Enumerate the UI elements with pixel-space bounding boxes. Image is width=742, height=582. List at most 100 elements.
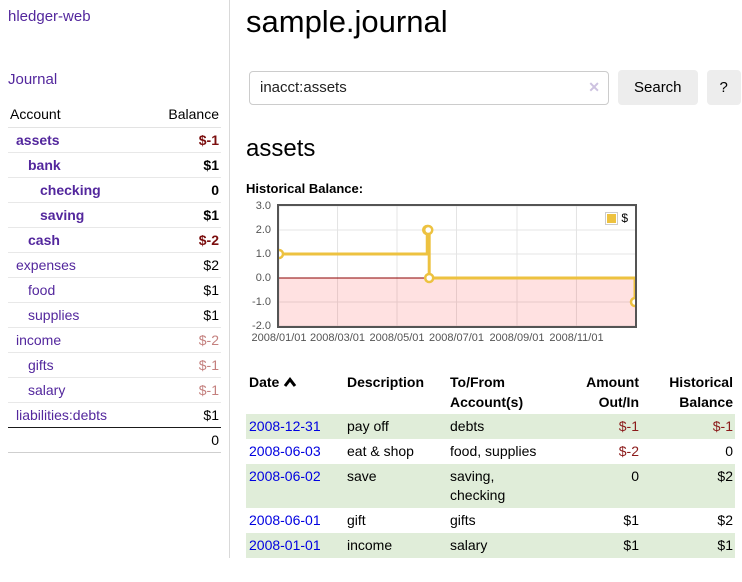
transaction-amount: $-1 bbox=[618, 418, 639, 434]
clear-search-icon[interactable]: ✕ bbox=[588, 78, 600, 95]
transaction-accounts: gifts bbox=[450, 512, 476, 528]
transaction-balance: $2 bbox=[717, 468, 733, 484]
account-balance: $-1 bbox=[146, 352, 221, 378]
transaction-date-link[interactable]: 2008-06-01 bbox=[249, 512, 321, 528]
legend-swatch bbox=[605, 211, 619, 225]
sidebar-item-journal[interactable]: Journal bbox=[8, 71, 58, 88]
account-link-checking[interactable]: checking bbox=[40, 182, 101, 198]
register-header-description: Description bbox=[347, 374, 425, 390]
account-link-food[interactable]: food bbox=[28, 282, 56, 298]
account-row: supplies $1 bbox=[8, 302, 221, 328]
x-axis-tick-label: 2008/05/01 bbox=[369, 332, 425, 344]
transaction-accounts: debts bbox=[450, 418, 485, 434]
account-link-saving[interactable]: saving bbox=[40, 207, 85, 223]
x-axis-tick-label: 2008/11/01 bbox=[549, 332, 604, 344]
x-axis-tick-label: 2008/09/01 bbox=[489, 332, 545, 344]
transaction-amount: $1 bbox=[623, 537, 639, 553]
y-axis-tick-label: -2.0 bbox=[252, 320, 271, 332]
account-balance: $-2 bbox=[146, 227, 221, 253]
register-row: 2008-06-01 gift gifts $1 $2 bbox=[246, 508, 735, 533]
account-balance: $1 bbox=[146, 277, 221, 303]
accounts-header-account: Account bbox=[8, 102, 147, 128]
account-row: salary $-1 bbox=[8, 377, 221, 403]
transaction-balance: $1 bbox=[717, 537, 733, 553]
account-row: checking 0 bbox=[8, 177, 221, 203]
account-balance: $-1 bbox=[198, 132, 219, 148]
search-button[interactable]: Search bbox=[618, 70, 698, 105]
account-balance: $1 bbox=[146, 202, 221, 228]
account-balance: 0 bbox=[146, 177, 221, 203]
transaction-description: income bbox=[347, 537, 393, 553]
account-balance: $1 bbox=[146, 152, 221, 178]
x-axis-tick-label: 2008/07/01 bbox=[428, 332, 485, 344]
register-row: 2008-01-01 income salary $1 $1 bbox=[246, 533, 735, 558]
y-axis-tick-label: 1.0 bbox=[255, 248, 271, 260]
x-axis-tick-label: 2008/03/01 bbox=[309, 332, 366, 344]
transaction-date-link[interactable]: 2008-06-02 bbox=[249, 468, 321, 484]
account-link-supplies[interactable]: supplies bbox=[28, 307, 80, 323]
account-link-gifts[interactable]: gifts bbox=[28, 357, 54, 373]
help-button[interactable]: ? bbox=[706, 70, 741, 105]
legend-label: $ bbox=[621, 211, 628, 225]
sort-asc-icon bbox=[283, 373, 297, 393]
transaction-date-link[interactable]: 2008-01-01 bbox=[249, 537, 321, 553]
register-header-amount: Amount Out/In bbox=[586, 374, 639, 410]
app-layout: hledger-web Journal Account Balance asse… bbox=[0, 0, 742, 558]
register-row: 2008-12-31 pay off debts $-1 $-1 bbox=[246, 414, 735, 439]
register-row: 2008-06-03 eat & shop food, supplies $-2… bbox=[246, 439, 735, 464]
register-header-date[interactable]: Date bbox=[246, 370, 344, 414]
transaction-accounts: saving, checking bbox=[450, 468, 506, 503]
transaction-description: eat & shop bbox=[347, 443, 414, 459]
account-link-expenses[interactable]: expenses bbox=[16, 257, 76, 273]
account-link-cash[interactable]: cash bbox=[28, 232, 60, 248]
register-table: Date Description To/From Account(s) Amou… bbox=[246, 370, 735, 558]
chart-plot-area: $ bbox=[277, 204, 637, 328]
account-balance: $-1 bbox=[146, 377, 221, 403]
register-header-accounts: To/From Account(s) bbox=[450, 374, 524, 410]
transaction-description: pay off bbox=[347, 418, 389, 434]
account-row: gifts $-1 bbox=[8, 352, 221, 378]
transaction-description: gift bbox=[347, 512, 366, 528]
chart-canvas bbox=[279, 206, 635, 326]
chart-title: Historical Balance: bbox=[246, 181, 364, 196]
account-row: bank $1 bbox=[8, 152, 221, 178]
account-row: income $-2 bbox=[8, 327, 221, 353]
search-form: ✕ Search ? bbox=[249, 70, 741, 105]
transaction-accounts: salary bbox=[450, 537, 488, 553]
sidebar: hledger-web Journal Account Balance asse… bbox=[0, 0, 230, 558]
y-axis-tick-label: 0.0 bbox=[255, 272, 271, 284]
transaction-amount: $-2 bbox=[618, 443, 639, 459]
balance-chart: 3.0 2.0 1.0 0.0 -1.0 -2.0 $ 2008/01/01 2008/03… bbox=[246, 200, 741, 350]
accounts-header-balance: Balance bbox=[146, 102, 221, 128]
account-row: cash $-2 bbox=[8, 227, 221, 253]
main-content: sample.journal ✕ Search ? assets Histori… bbox=[230, 0, 742, 558]
accounts-total-row: 0 bbox=[8, 427, 221, 453]
accounts-table: Account Balance assets $-1 bank $1 check… bbox=[8, 102, 221, 453]
x-axis-tick-label: 2008/01/01 bbox=[251, 332, 307, 344]
transaction-description: save bbox=[347, 468, 377, 484]
account-row: liabilities:debts $1 bbox=[8, 402, 221, 428]
y-axis-tick-label: -1.0 bbox=[252, 296, 271, 308]
account-link-liabilities-debts[interactable]: liabilities:debts bbox=[16, 407, 108, 423]
y-axis-tick-label: 3.0 bbox=[255, 200, 271, 212]
account-link-bank[interactable]: bank bbox=[28, 157, 61, 173]
chart-x-axis: 2008/01/01 2008/03/01 2008/05/01 2008/07/01… bbox=[251, 332, 635, 348]
account-balance: $2 bbox=[146, 252, 221, 278]
page-title: sample.journal bbox=[246, 4, 448, 39]
account-link-assets[interactable]: assets bbox=[16, 132, 60, 148]
transaction-accounts: food, supplies bbox=[450, 443, 537, 459]
account-balance: $1 bbox=[146, 402, 221, 428]
account-heading: assets bbox=[246, 135, 316, 162]
account-link-income[interactable]: income bbox=[16, 332, 62, 348]
chart-y-axis: 3.0 2.0 1.0 0.0 -1.0 -2.0 bbox=[246, 200, 273, 332]
transaction-date-link[interactable]: 2008-06-03 bbox=[249, 443, 321, 459]
register-row: 2008-06-02 save saving, checking 0 $2 bbox=[246, 464, 735, 508]
transaction-amount: 0 bbox=[631, 468, 639, 484]
transaction-date-link[interactable]: 2008-12-31 bbox=[249, 418, 321, 434]
account-link-salary[interactable]: salary bbox=[28, 382, 66, 398]
y-axis-tick-label: 2.0 bbox=[255, 224, 271, 236]
register-header-balance: Historical Balance bbox=[669, 374, 733, 410]
app-title-link[interactable]: hledger-web bbox=[8, 8, 91, 25]
chart-legend: $ bbox=[603, 210, 630, 226]
search-input[interactable] bbox=[249, 70, 609, 105]
